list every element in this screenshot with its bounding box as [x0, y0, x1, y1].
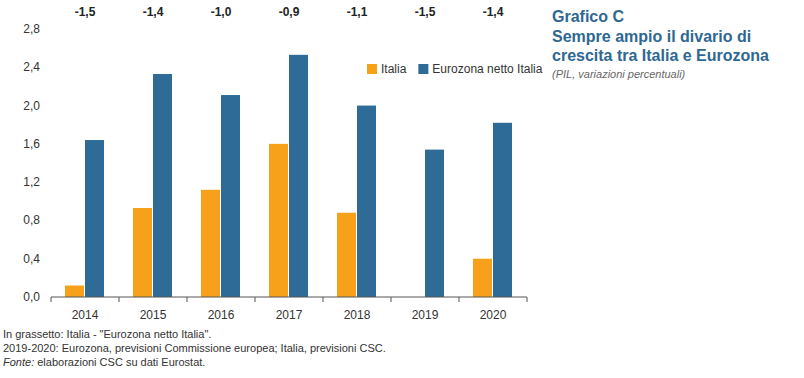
bar	[337, 213, 356, 297]
x-tick-label: 2019	[412, 308, 439, 322]
bar	[65, 286, 84, 297]
x-separator	[119, 297, 120, 302]
x-tick-label: 2014	[72, 308, 99, 322]
legend-label: Eurozona netto Italia	[432, 62, 542, 76]
title: Grafico C	[552, 8, 624, 25]
x-tick-label: 2015	[140, 308, 167, 322]
x-separator	[391, 297, 392, 302]
annotation: -1,1	[347, 5, 368, 19]
x-separator	[323, 297, 324, 302]
x-separator	[187, 297, 188, 302]
y-tick-label: 0,4	[23, 252, 40, 266]
y-label: (PIL, variazioni percentuali)	[552, 68, 686, 80]
x-separator	[527, 297, 528, 302]
note: In grassetto: Italia - "Eurozona netto I…	[3, 328, 211, 340]
chart: 0,0 0,4 0,8 1,2 1,6 2,0 2,4 2,8 2014 2015 2016 2017…	[0, 0, 804, 378]
bar	[221, 95, 240, 297]
note-part: elaborazioni CSC su dati Eurostat.	[34, 356, 205, 368]
y-tick-label: 0,0	[23, 290, 40, 304]
annotation: -1,4	[483, 5, 504, 19]
note-part: Fonte:	[3, 356, 34, 368]
subtitle-line: Sempre ampio il divario di	[552, 28, 751, 45]
bar	[473, 259, 492, 297]
bar	[493, 123, 512, 297]
x-tick-label: 2017	[276, 308, 303, 322]
bar	[425, 150, 444, 297]
y-tick-label: 2,0	[23, 99, 40, 113]
legend-label: Italia	[381, 62, 407, 76]
y-tick-label: 2,4	[23, 60, 40, 74]
annotation: -1,5	[415, 5, 436, 19]
subtitle: Sempre ampio il divario di crescita tra I…	[552, 28, 769, 64]
bar	[85, 140, 104, 297]
y-tick-label: 0,8	[23, 213, 40, 227]
annotation: -1,0	[211, 5, 232, 19]
bar	[269, 144, 288, 297]
x-tick-label: 2016	[208, 308, 235, 322]
subtitle-line: crescita tra Italia e Eurozona	[552, 47, 769, 64]
bar	[289, 55, 308, 297]
x-axis	[51, 297, 527, 298]
x-separator	[255, 297, 256, 302]
bar	[133, 208, 152, 297]
annotation: -1,4	[143, 5, 164, 19]
bar	[201, 190, 220, 297]
x-tick-label: 2020	[480, 308, 507, 322]
note: Fonte: elaborazioni CSC su dati Eurostat…	[3, 356, 205, 368]
y-tick-label: 1,6	[23, 137, 40, 151]
legend-swatch	[418, 64, 428, 74]
annotation: -0,9	[279, 5, 300, 19]
note: 2019-2020: Eurozona, previsioni Commissi…	[3, 342, 386, 354]
bars	[65, 55, 512, 297]
y-tick-label: 2,8	[23, 22, 40, 36]
x-separator	[51, 297, 52, 302]
annotation: -1,5	[75, 5, 96, 19]
x-separator	[459, 297, 460, 302]
bar	[153, 74, 172, 297]
y-tick-label: 1,2	[23, 175, 40, 189]
legend-swatch	[367, 64, 377, 74]
bar	[357, 106, 376, 297]
x-tick-label: 2018	[344, 308, 371, 322]
